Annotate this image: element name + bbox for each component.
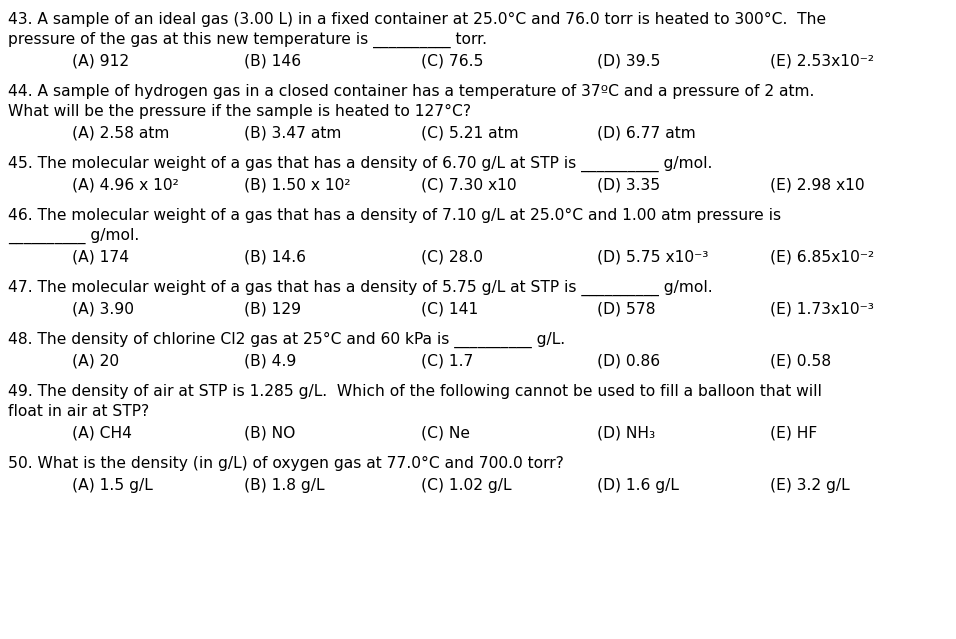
Text: (B) 1.50 x 10²: (B) 1.50 x 10² — [244, 178, 350, 193]
Text: (A) 3.90: (A) 3.90 — [72, 302, 134, 317]
Text: (A) 4.96 x 10²: (A) 4.96 x 10² — [72, 178, 179, 193]
Text: 45. The molecular weight of a gas that has a density of 6.70 g/L at STP is _____: 45. The molecular weight of a gas that h… — [8, 156, 712, 172]
Text: (E) 2.53x10⁻²: (E) 2.53x10⁻² — [770, 54, 874, 69]
Text: 50. What is the density (in g/L) of oxygen gas at 77.0°C and 700.0 torr?: 50. What is the density (in g/L) of oxyg… — [8, 456, 564, 471]
Text: 46. The molecular weight of a gas that has a density of 7.10 g/L at 25.0°C and 1: 46. The molecular weight of a gas that h… — [8, 208, 781, 223]
Text: (A) 20: (A) 20 — [72, 354, 119, 369]
Text: (E) 1.73x10⁻³: (E) 1.73x10⁻³ — [770, 302, 874, 317]
Text: 47. The molecular weight of a gas that has a density of 5.75 g/L at STP is _____: 47. The molecular weight of a gas that h… — [8, 280, 712, 296]
Text: (A) 1.5 g/L: (A) 1.5 g/L — [72, 478, 152, 493]
Text: pressure of the gas at this new temperature is __________ torr.: pressure of the gas at this new temperat… — [8, 32, 487, 48]
Text: (D) 3.35: (D) 3.35 — [598, 178, 661, 193]
Text: (D) 5.75 x10⁻³: (D) 5.75 x10⁻³ — [598, 250, 709, 265]
Text: What will be the pressure if the sample is heated to 127°C?: What will be the pressure if the sample … — [8, 104, 471, 119]
Text: (A) 174: (A) 174 — [72, 250, 129, 265]
Text: (B) 129: (B) 129 — [244, 302, 301, 317]
Text: 48. The density of chlorine Cl2 gas at 25°C and 60 kPa is __________ g/L.: 48. The density of chlorine Cl2 gas at 2… — [8, 332, 565, 348]
Text: 49. The density of air at STP is 1.285 g/L.  Which of the following cannot be us: 49. The density of air at STP is 1.285 g… — [8, 384, 822, 399]
Text: (A) 912: (A) 912 — [72, 54, 129, 69]
Text: (E) 2.98 x10: (E) 2.98 x10 — [770, 178, 864, 193]
Text: (D) 1.6 g/L: (D) 1.6 g/L — [598, 478, 680, 493]
Text: (C) 1.7: (C) 1.7 — [421, 354, 473, 369]
Text: __________ g/mol.: __________ g/mol. — [8, 228, 140, 244]
Text: (B) 14.6: (B) 14.6 — [244, 250, 306, 265]
Text: (B) 4.9: (B) 4.9 — [244, 354, 296, 369]
Text: (C) 7.30 x10: (C) 7.30 x10 — [421, 178, 516, 193]
Text: 44. A sample of hydrogen gas in a closed container has a temperature of 37ºC and: 44. A sample of hydrogen gas in a closed… — [8, 84, 815, 99]
Text: float in air at STP?: float in air at STP? — [8, 404, 149, 419]
Text: (D) 39.5: (D) 39.5 — [598, 54, 661, 69]
Text: (C) 1.02 g/L: (C) 1.02 g/L — [421, 478, 511, 493]
Text: (B) 3.47 atm: (B) 3.47 atm — [244, 126, 341, 141]
Text: (B) NO: (B) NO — [244, 426, 295, 441]
Text: (C) 76.5: (C) 76.5 — [421, 54, 483, 69]
Text: (E) 0.58: (E) 0.58 — [770, 354, 831, 369]
Text: (A) CH4: (A) CH4 — [72, 426, 132, 441]
Text: (D) 578: (D) 578 — [598, 302, 656, 317]
Text: (E) HF: (E) HF — [770, 426, 816, 441]
Text: (C) 5.21 atm: (C) 5.21 atm — [421, 126, 518, 141]
Text: (A) 2.58 atm: (A) 2.58 atm — [72, 126, 169, 141]
Text: (C) 28.0: (C) 28.0 — [421, 250, 483, 265]
Text: (C) Ne: (C) Ne — [421, 426, 469, 441]
Text: (E) 3.2 g/L: (E) 3.2 g/L — [770, 478, 849, 493]
Text: (C) 141: (C) 141 — [421, 302, 478, 317]
Text: 43. A sample of an ideal gas (3.00 L) in a fixed container at 25.0°C and 76.0 to: 43. A sample of an ideal gas (3.00 L) in… — [8, 12, 826, 27]
Text: (D) NH₃: (D) NH₃ — [598, 426, 656, 441]
Text: (E) 6.85x10⁻²: (E) 6.85x10⁻² — [770, 250, 874, 265]
Text: (D) 6.77 atm: (D) 6.77 atm — [598, 126, 696, 141]
Text: (B) 146: (B) 146 — [244, 54, 301, 69]
Text: (B) 1.8 g/L: (B) 1.8 g/L — [244, 478, 324, 493]
Text: (D) 0.86: (D) 0.86 — [598, 354, 661, 369]
